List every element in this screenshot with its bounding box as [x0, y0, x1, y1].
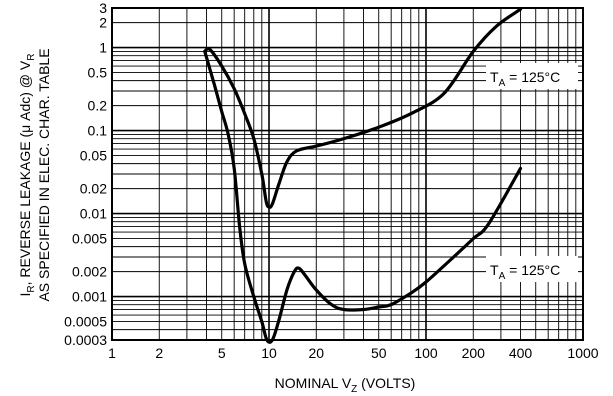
y-tick-label: 0.02 [80, 181, 107, 197]
y-tick-label: 0.05 [80, 148, 107, 164]
series-line-2 [203, 49, 523, 344]
x-tick-label: 100 [414, 345, 438, 361]
y-tick-label: 0.1 [88, 123, 108, 139]
x-tick-label: 5 [218, 345, 226, 361]
y-tick-label: 0.0005 [64, 314, 107, 330]
series-line-1 [203, 7, 523, 209]
x-tick-label: 400 [509, 345, 533, 361]
y-tick-label: 0.005 [72, 231, 107, 247]
x-tick-label: 20 [308, 345, 324, 361]
x-tick-label: 2 [155, 345, 163, 361]
y-tick-label: 0.2 [88, 98, 108, 114]
annotation-1-text: TA = 125°C [490, 69, 560, 89]
y-tick-label: 1 [99, 40, 107, 56]
x-tick-label: 1000 [567, 345, 598, 361]
plot-frame [111, 7, 584, 341]
tick-labels: 1 2 5 10 20 50 100 200 400 10003210.50.20.10.050.… [64, 0, 599, 361]
y-axis-label-line2: AS SPECIFIED IN ELEC. CHAR. TABLE [36, 48, 52, 301]
x-tick-label: 10 [261, 345, 277, 361]
y-tick-label: 0.001 [72, 289, 107, 305]
y-axis-label-line1: IR, REVERSE LEAKAGE (μ Adc) @ VR [17, 54, 37, 297]
x-tick-label: 50 [371, 345, 387, 361]
x-tick-label: 200 [462, 345, 486, 361]
y-tick-label: 0.0003 [64, 332, 107, 348]
x-axis-label: NOMINAL VZ (VOLTS) [275, 375, 416, 395]
x-tick-label: 1 [108, 345, 116, 361]
y-tick-label: 2 [99, 15, 107, 31]
series-lines [203, 7, 523, 344]
annotation-2: TA = 125°C [486, 256, 578, 282]
y-tick-label: 0.002 [72, 264, 107, 280]
y-tick-label: 0.01 [80, 206, 107, 222]
grid-lines [111, 7, 583, 341]
annotation-2-text: TA = 125°C [490, 262, 560, 282]
y-tick-label: 3 [99, 0, 107, 16]
y-tick-label: 0.5 [88, 65, 108, 81]
annotation-1: TA = 125°C [486, 63, 578, 89]
